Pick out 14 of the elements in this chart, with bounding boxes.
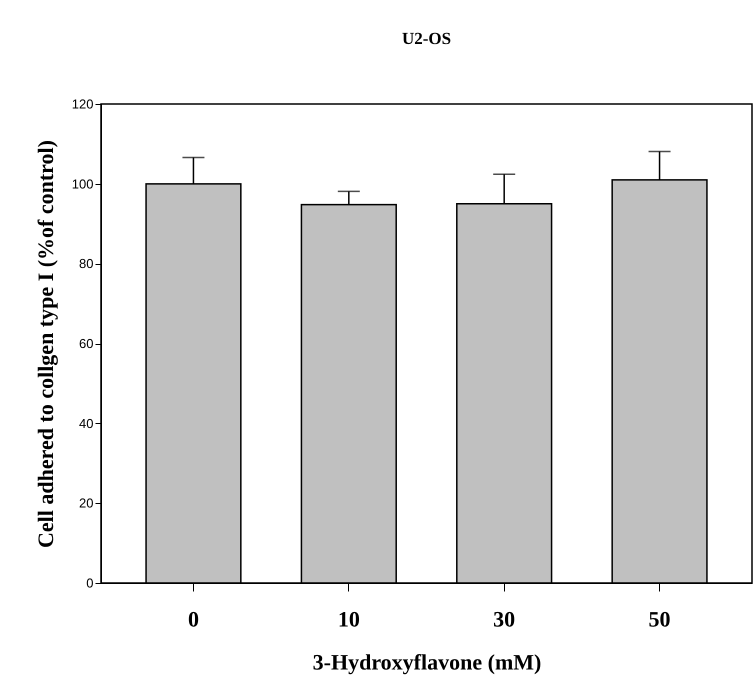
y-axis-title: Cell adhered to collgen type I (%of control) xyxy=(32,140,58,548)
y-tick-label: 100 xyxy=(72,176,94,192)
y-tick-label: 60 xyxy=(79,336,94,351)
x-tick-label: 30 xyxy=(493,606,516,632)
chart-title: U2-OS xyxy=(402,29,452,48)
y-tick-label: 80 xyxy=(79,256,94,272)
x-tick-label: 50 xyxy=(648,606,671,632)
x-tick-label: 10 xyxy=(338,606,360,632)
y-tick-label: 20 xyxy=(79,496,94,511)
y-tick-label: 120 xyxy=(72,96,94,112)
y-tick-label: 0 xyxy=(86,576,94,590)
x-axis-title: 3-Hydroxyflavone (mM) xyxy=(312,650,542,674)
x-tick-label: 0 xyxy=(188,606,199,632)
y-tick-label: 40 xyxy=(79,416,94,431)
